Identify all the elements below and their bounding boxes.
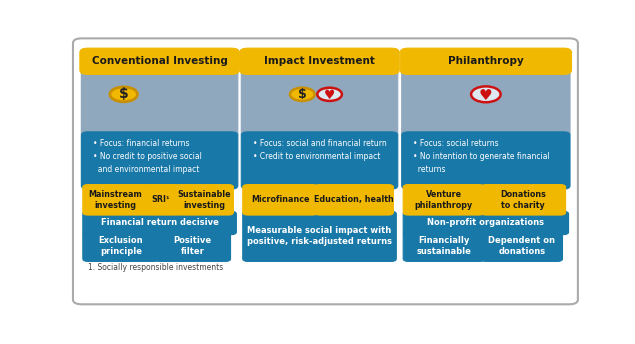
FancyBboxPatch shape (73, 39, 578, 304)
FancyBboxPatch shape (403, 211, 568, 235)
FancyBboxPatch shape (314, 185, 393, 215)
Text: Sustainable
investing: Sustainable investing (177, 190, 231, 210)
Text: • Focus: financial returns
• No credit to positive social
  and environmental im: • Focus: financial returns • No credit t… (93, 139, 201, 174)
FancyBboxPatch shape (402, 67, 570, 137)
FancyBboxPatch shape (81, 132, 238, 189)
FancyBboxPatch shape (241, 132, 398, 189)
FancyBboxPatch shape (403, 231, 485, 261)
Text: Mainstream
investing: Mainstream investing (88, 190, 142, 210)
FancyBboxPatch shape (81, 67, 238, 137)
FancyBboxPatch shape (403, 185, 484, 215)
Text: Financial return decisive: Financial return decisive (101, 218, 218, 227)
FancyBboxPatch shape (481, 231, 563, 261)
Text: Exclusion
principle: Exclusion principle (98, 236, 143, 256)
Circle shape (110, 87, 137, 102)
Text: Non-profit organizations: Non-profit organizations (427, 218, 544, 227)
Text: Measurable social impact with
positive, risk-adjusted returns: Measurable social impact with positive, … (247, 226, 392, 246)
FancyBboxPatch shape (241, 67, 398, 137)
FancyBboxPatch shape (142, 185, 180, 215)
FancyBboxPatch shape (83, 211, 236, 235)
Text: Education, health: Education, health (314, 195, 394, 204)
Text: ♥: ♥ (479, 88, 493, 103)
Circle shape (290, 88, 314, 101)
Circle shape (471, 86, 500, 102)
Text: Conventional Investing: Conventional Investing (91, 56, 227, 66)
Text: Dependent on
donations: Dependent on donations (488, 236, 555, 256)
Text: SRI¹: SRI¹ (152, 195, 170, 204)
FancyBboxPatch shape (83, 185, 147, 215)
Text: $: $ (298, 88, 307, 101)
FancyBboxPatch shape (400, 48, 572, 74)
Text: Donations
to charity: Donations to charity (500, 190, 546, 210)
Text: Microfinance: Microfinance (251, 195, 310, 204)
Text: • Focus: social and financial return
• Credit to environmental impact: • Focus: social and financial return • C… (253, 139, 386, 161)
Text: • Focus: social returns
• No intention to generate financial
  returns: • Focus: social returns • No intention t… (413, 139, 550, 174)
FancyBboxPatch shape (155, 231, 231, 261)
Text: Positive
filter: Positive filter (173, 236, 211, 256)
FancyBboxPatch shape (243, 185, 318, 215)
FancyBboxPatch shape (240, 48, 399, 74)
Text: 1. Socially responsible investments: 1. Socially responsible investments (88, 263, 223, 272)
Text: $: $ (119, 87, 128, 101)
Text: ♥: ♥ (324, 89, 335, 101)
FancyBboxPatch shape (481, 185, 566, 215)
FancyBboxPatch shape (402, 132, 570, 189)
Text: Financially
sustainable: Financially sustainable (417, 236, 471, 256)
FancyBboxPatch shape (243, 211, 396, 261)
Text: Venture
philanthropy: Venture philanthropy (415, 190, 472, 210)
FancyBboxPatch shape (175, 185, 234, 215)
FancyBboxPatch shape (83, 231, 159, 261)
Text: Impact Investment: Impact Investment (264, 56, 375, 66)
FancyBboxPatch shape (80, 48, 239, 74)
Text: Philanthropy: Philanthropy (448, 56, 524, 66)
Circle shape (318, 88, 342, 101)
